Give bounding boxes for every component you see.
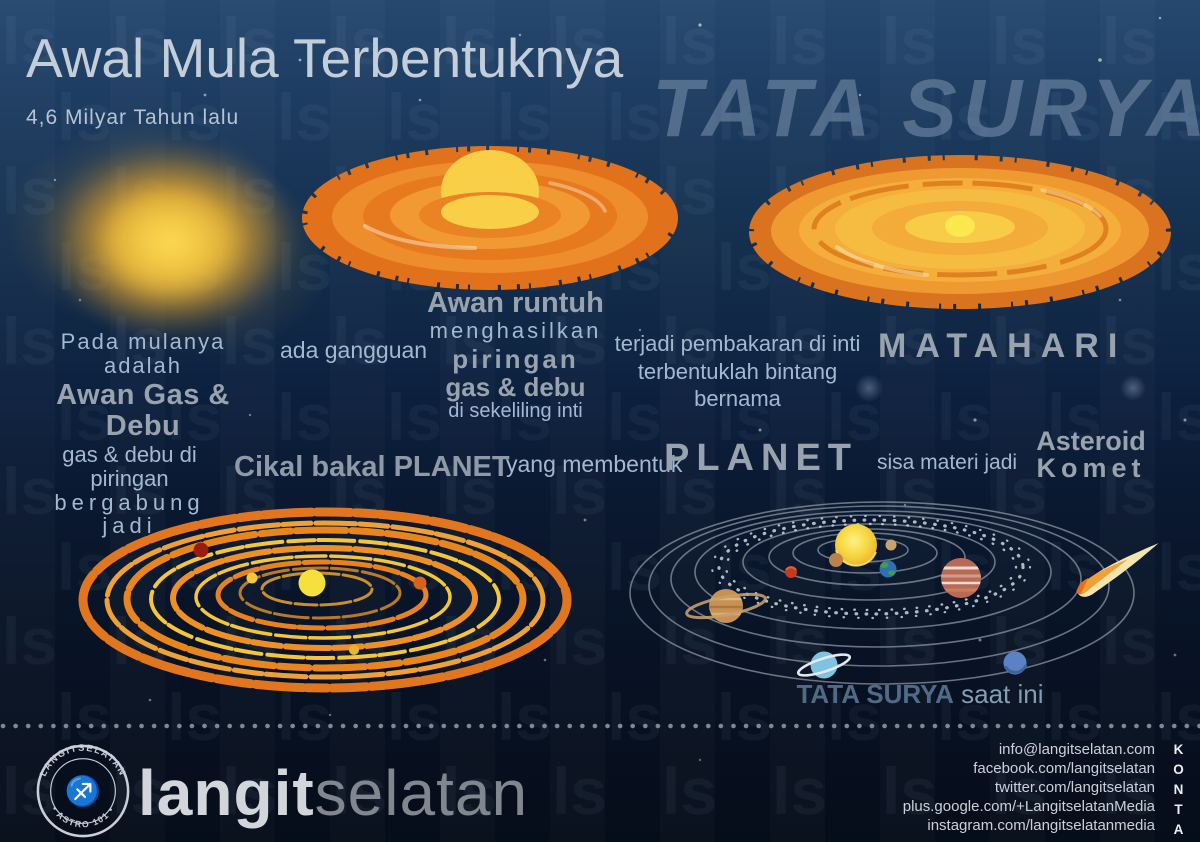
big-title-tata-surya: TATA SURYA [652,63,1200,154]
planet-mars [785,566,797,578]
asteroid-belt [710,514,1032,620]
protoplanet-label: Cikal bakal PLANET [234,451,510,483]
forming-label: yang membentuk [506,451,683,477]
step-collapse-line2: menghasilkan [429,318,602,344]
step-accretion-line2: bergabung jadi [54,489,205,539]
contact-list: info@langitselatan.com facebook.com/lang… [903,740,1155,835]
caption-tata-surya: TATA SURYA [796,679,954,709]
young-sun [298,569,326,597]
asteroid-label: Asteroid [1036,426,1146,456]
protoplanet-yellow-outer [349,645,359,655]
brand-wordmark: langitselatan [138,756,528,830]
komet-label: Komet [1036,453,1146,483]
planet-jupiter [941,558,981,598]
solar-system-caption: TATA SURYA saat ini [770,680,1070,708]
svg-text:• ASTRO 101 •: • ASTRO 101 • [50,804,117,829]
step-origin-intro: Pada mulanya adalah [60,329,226,378]
protoplanet-red [193,542,209,558]
langitselatan-stamp-logo: LANGITSELATAN • ASTRO 101 • ♐ [36,743,130,838]
star-name-matahari: MATAHARI [878,327,1127,365]
leftover-label: sisa materi jadi [877,451,1018,474]
step-collapse-line4: gas & debu [445,372,586,403]
planet-venus [829,553,843,567]
planet-orbits [629,501,1135,685]
planet-uranus [796,651,852,679]
page-title: Awal Mula Terbentuknya [26,27,624,89]
planet-saturn [685,589,767,623]
step-ignition-line2: terbentuklah bintang bernama [637,358,838,412]
caption-saat-ini: saat ini [961,679,1044,709]
step-collapse: Awan runtuh menghasilkan piringan gas & … [388,287,643,423]
step-ignition: terjadi pembakaran di inti terbentuklah … [610,330,865,413]
brand-langit: langit [138,757,315,829]
solar-system-illustration [629,501,1159,685]
comet [1076,543,1159,597]
step-collapse-line5: di sekeliling inti [448,400,583,423]
stamp-bottom-text: • ASTRO 101 • [50,804,115,829]
contact-email: info@langitselatan.com [998,741,1155,758]
stars [53,16,1187,762]
contact-instagram: instagram.com/langitselatanmedia [927,817,1155,834]
protoplanet-orange [413,576,427,590]
sagittarius-centaur-icon: ♐ [65,774,102,808]
step-accretion-line1: gas & debu di piringan [62,442,197,491]
protostar-core [945,215,975,237]
contact-twitter: twitter.com/langitselatan [994,779,1155,796]
planet-mercury [885,539,897,551]
planet-label: PLANET [664,437,858,479]
sun [835,524,877,566]
dotted-separator [0,723,1200,729]
step-collapse-line3: piringan [452,344,579,375]
brand-selatan: selatan [314,757,529,829]
ignited-disk-illustration [749,155,1171,309]
step-origin: Pada mulanya adalah Awan Gas & Debu [18,330,268,442]
planet-forming-rings-illustration [78,507,572,693]
step-collapse-title: Awan runtuh [427,287,604,319]
step-origin-name: Awan Gas & Debu [56,378,230,442]
kontak-vertical-label: KONTAK [1171,742,1186,842]
contact-googleplus: plus.google.com/+LangitselatanMedia [902,798,1155,815]
gas-dust-cloud-core [95,185,245,305]
planet-neptune [1003,651,1028,675]
step-disturbance: ada gangguan [280,337,428,363]
leftover-names: Asteroid Komet [1016,428,1166,482]
step-ignition-line1: terjadi pembakaran di inti [614,331,861,356]
collapsing-disk-illustration [302,146,678,290]
contact-facebook: facebook.com/langitselatan [973,760,1155,777]
protoplanet-yellow-inner [246,572,258,584]
step-accretion: gas & debu di piringan bergabung jadi [22,443,237,538]
planet-earth [879,560,897,578]
